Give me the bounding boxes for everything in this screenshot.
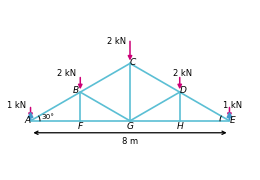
Text: 2 kN: 2 kN <box>57 69 76 78</box>
Text: 1 kN: 1 kN <box>7 101 27 110</box>
Text: E: E <box>230 116 235 125</box>
Text: F: F <box>78 122 83 131</box>
Text: 30°: 30° <box>41 114 54 120</box>
Text: D: D <box>179 86 186 95</box>
Text: A: A <box>24 116 31 125</box>
Text: 2 kN: 2 kN <box>107 37 126 46</box>
Text: C: C <box>130 58 136 67</box>
Text: H: H <box>176 122 183 131</box>
Text: 2 kN: 2 kN <box>173 69 192 78</box>
Text: 1 kN: 1 kN <box>223 101 242 110</box>
Text: B: B <box>73 86 79 95</box>
Text: 8 m: 8 m <box>122 136 138 145</box>
Text: G: G <box>127 122 133 131</box>
